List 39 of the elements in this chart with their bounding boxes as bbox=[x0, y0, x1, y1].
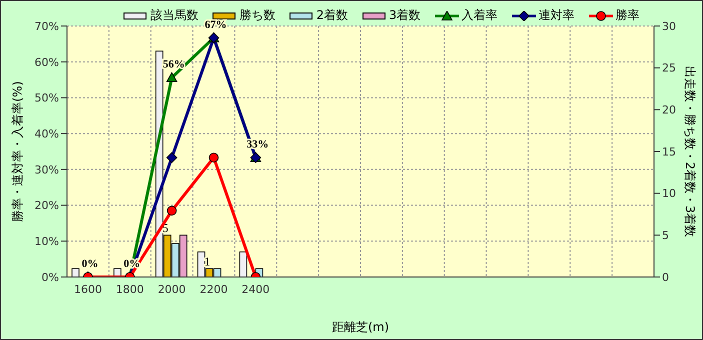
bar bbox=[72, 268, 80, 277]
y2-tick-label: 15 bbox=[662, 145, 676, 158]
y-tick-label: 40% bbox=[34, 127, 59, 140]
y-tick-label: 10% bbox=[34, 235, 59, 248]
y-axis-title: 勝率・連対率・入着率(%) bbox=[10, 81, 24, 222]
legend-label: 入着率 bbox=[462, 7, 498, 24]
y2-tick-label: 10 bbox=[662, 187, 676, 200]
legend-label: 3着数 bbox=[389, 7, 421, 24]
y2-axis-title: 出走数・勝ち数・2着数・3着数 bbox=[682, 66, 697, 238]
y-tick-label: 30% bbox=[34, 163, 59, 176]
y2-tick-label: 5 bbox=[662, 229, 669, 242]
y-tick-label: 0% bbox=[42, 270, 59, 284]
legend-label: 該当馬数 bbox=[150, 7, 198, 24]
point bbox=[208, 152, 219, 162]
data-label: 1 bbox=[204, 254, 210, 269]
legend-label: 連対率 bbox=[538, 7, 575, 24]
data-label: 56% bbox=[162, 58, 185, 71]
y2-tick-label: 20 bbox=[662, 104, 676, 117]
y2-tick-label: 30 bbox=[662, 20, 676, 33]
data-label: 0% bbox=[82, 258, 98, 270]
x-tick-label: 2000 bbox=[158, 282, 186, 296]
x-tick-label: 2200 bbox=[200, 282, 228, 296]
x-tick-label: 1800 bbox=[116, 282, 144, 296]
y2-tick-label: 25 bbox=[662, 62, 676, 75]
x-tick-label: 2400 bbox=[242, 282, 270, 296]
point bbox=[166, 152, 178, 163]
y-tick-label: 20% bbox=[34, 199, 59, 212]
point bbox=[166, 72, 178, 82]
y-tick-label: 70% bbox=[34, 20, 59, 33]
y-tick-label: 50% bbox=[34, 92, 59, 105]
legend-label: 2着数 bbox=[316, 7, 348, 24]
legend-label: 勝ち数 bbox=[239, 7, 276, 24]
y-tick-label: 60% bbox=[34, 56, 59, 69]
data-label: 67% bbox=[204, 18, 227, 31]
x-tick-label: 1600 bbox=[74, 282, 102, 296]
bar bbox=[239, 252, 248, 277]
legend-label: 勝率 bbox=[616, 7, 640, 24]
x-axis-title: 距離芝(m) bbox=[332, 320, 390, 334]
y2-tick-label: 0 bbox=[662, 270, 669, 284]
